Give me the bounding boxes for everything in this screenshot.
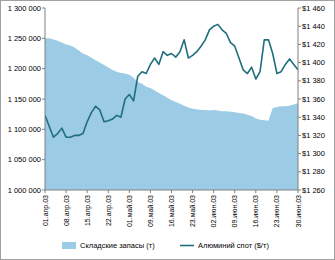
legend: Складские запасы (т) Алюминий спот ($/т) xyxy=(62,241,269,250)
x-tick xyxy=(234,190,235,193)
y-tick-label: 1 200 000 xyxy=(8,64,41,73)
y2-tick-label: $1 360 xyxy=(302,95,325,104)
x-tick xyxy=(108,190,109,193)
y-tick-label: 1 000 000 xyxy=(8,186,41,195)
y2-tick-label: $1 320 xyxy=(302,131,325,140)
x-tick-label: 01.апр.03 xyxy=(42,195,50,226)
x-tick-label: 01.май.03 xyxy=(126,195,133,227)
x-tick-label: 09.июн.03 xyxy=(231,195,238,228)
y2-tick xyxy=(298,117,301,118)
y2-tick-label: $1 440 xyxy=(302,22,325,31)
y2-tick xyxy=(298,153,301,154)
y-tick-label: 1 300 000 xyxy=(8,4,41,13)
y2-tick xyxy=(298,44,301,45)
y-tick xyxy=(42,159,45,160)
chart: 1 000 000 1 050 000 1 100 000 1 150 000 1 20… xyxy=(0,0,335,260)
y-tick xyxy=(42,38,45,39)
x-tick xyxy=(255,190,256,193)
x-tick xyxy=(66,190,67,193)
x-tick-label: 16.май.03 xyxy=(168,195,175,227)
y2-tick xyxy=(298,80,301,81)
y-tick xyxy=(42,99,45,100)
x-tick-label: 30.июн.03 xyxy=(295,195,302,228)
y-tick-label: 1 100 000 xyxy=(8,125,41,134)
x-tick xyxy=(150,190,151,193)
y2-tick-label: $1 300 xyxy=(302,149,325,158)
chart-frame xyxy=(1,1,335,260)
x-tick xyxy=(213,190,214,193)
x-tick xyxy=(192,190,193,193)
x-tick-label: 15.апр.03 xyxy=(84,195,92,226)
x-tick-label: 08.апр.03 xyxy=(63,195,71,226)
y2-tick-label: $1 260 xyxy=(302,186,325,195)
y2-tick-label: $1 400 xyxy=(302,58,325,67)
price-line xyxy=(45,24,298,137)
x-tick xyxy=(298,190,299,193)
y-tick xyxy=(42,8,45,9)
legend-swatch xyxy=(62,242,76,249)
x-tick-label: 16.июн.03 xyxy=(252,195,259,228)
plot-area xyxy=(45,24,298,190)
y-tick xyxy=(42,68,45,69)
y-tick-label: 1 150 000 xyxy=(8,95,41,104)
y2-tick xyxy=(298,135,301,136)
y-tick-label: 1 250 000 xyxy=(8,34,41,43)
x-tick-label: 23.июн.03 xyxy=(273,195,280,228)
y2-tick-label: $1 460 xyxy=(302,4,325,13)
x-tick xyxy=(87,190,88,193)
y2-tick xyxy=(298,26,301,27)
y2-tick-label: $1 420 xyxy=(302,40,325,49)
legend-label: Складские запасы (т) xyxy=(80,241,155,250)
x-tick-label: 09.май.03 xyxy=(147,195,154,227)
y2-tick-label: $1 380 xyxy=(302,76,325,85)
y-tick xyxy=(42,129,45,130)
stock-area xyxy=(45,38,298,190)
x-tick-label: 22.апр.03 xyxy=(105,195,113,226)
x-tick xyxy=(129,190,130,193)
legend-swatch xyxy=(180,245,194,247)
y2-tick xyxy=(298,8,301,9)
y2-tick xyxy=(298,62,301,63)
x-tick xyxy=(45,190,46,193)
x-tick-label: 23.май.03 xyxy=(189,195,196,227)
x-tick xyxy=(171,190,172,193)
y-tick-label: 1 050 000 xyxy=(8,155,41,164)
x-tick-label: 02.июн.03 xyxy=(210,195,217,228)
x-tick xyxy=(276,190,277,193)
legend-label: Алюминий спот ($/т) xyxy=(198,241,269,250)
y2-tick-label: $1 280 xyxy=(302,167,325,176)
y2-tick-label: $1 340 xyxy=(302,113,325,122)
y2-tick xyxy=(298,99,301,100)
y2-tick xyxy=(298,171,301,172)
